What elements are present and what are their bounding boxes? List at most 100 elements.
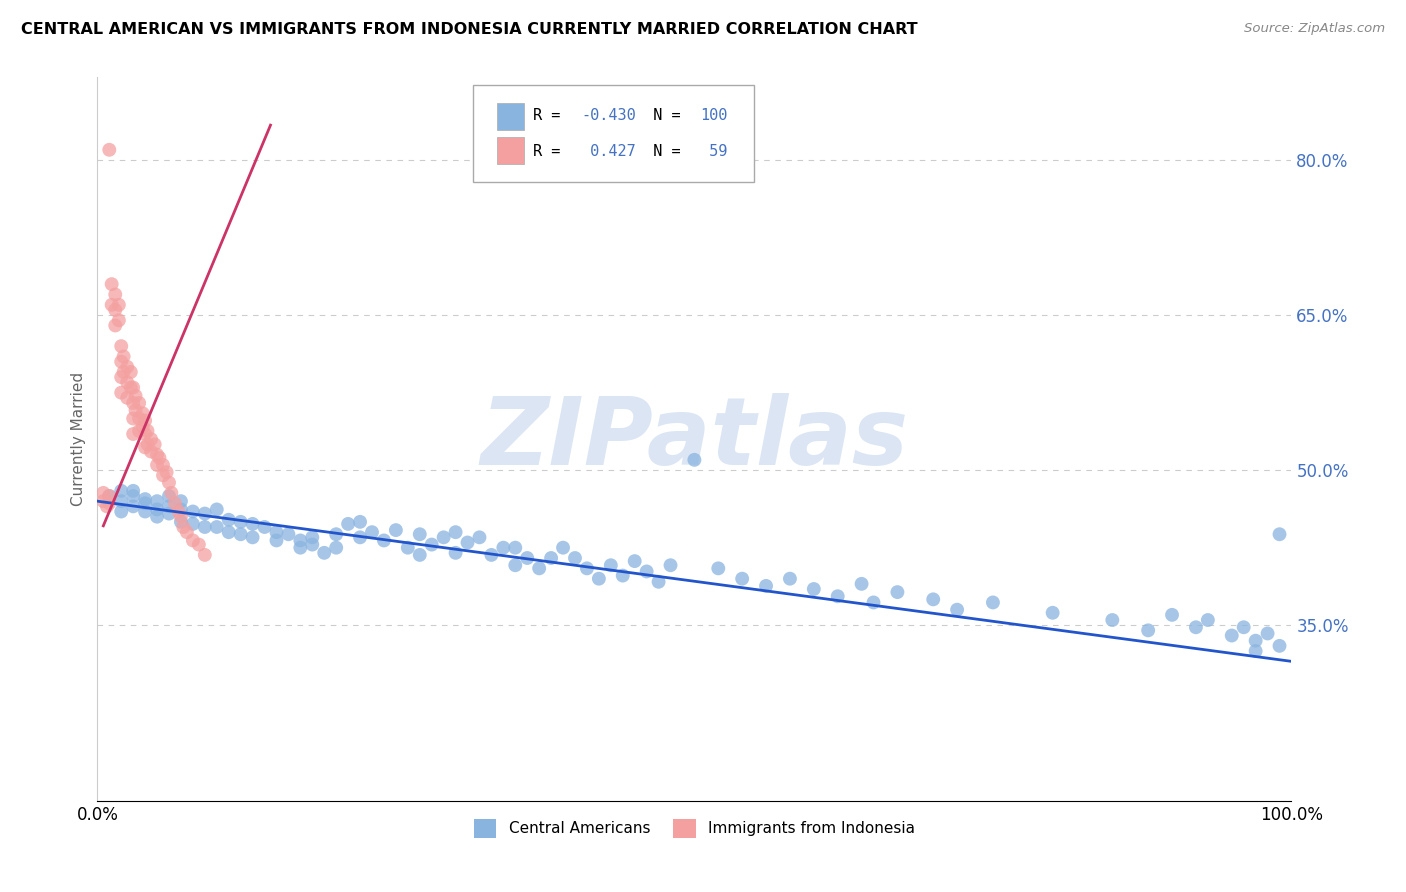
FancyBboxPatch shape xyxy=(498,136,523,164)
Point xyxy=(98,496,121,510)
Point xyxy=(110,494,132,508)
Point xyxy=(229,527,252,541)
Point xyxy=(922,592,945,607)
Point xyxy=(1185,620,1208,634)
Point xyxy=(181,533,204,548)
Point xyxy=(146,502,169,516)
Point xyxy=(349,530,371,544)
Point xyxy=(1101,613,1123,627)
Point xyxy=(110,483,132,498)
Point xyxy=(444,546,467,560)
Point xyxy=(160,486,183,500)
Point xyxy=(152,468,174,483)
Point xyxy=(122,427,145,442)
Point xyxy=(229,515,252,529)
Point xyxy=(527,561,550,575)
Text: Source: ZipAtlas.com: Source: ZipAtlas.com xyxy=(1244,22,1385,36)
Point xyxy=(110,385,132,400)
Point xyxy=(155,465,177,479)
Point xyxy=(862,595,884,609)
Point xyxy=(170,494,193,508)
Point xyxy=(444,525,467,540)
Point xyxy=(755,579,778,593)
Point xyxy=(409,548,432,562)
Point xyxy=(108,298,131,312)
Point xyxy=(564,551,586,566)
Point xyxy=(396,541,419,555)
Point xyxy=(136,437,159,451)
Point xyxy=(128,424,150,438)
Point xyxy=(132,406,155,420)
Point xyxy=(337,516,360,531)
Point xyxy=(503,558,526,573)
Point xyxy=(683,453,706,467)
Point xyxy=(181,516,204,531)
Point xyxy=(266,525,288,540)
Point xyxy=(218,525,240,540)
Legend: Central Americans, Immigrants from Indonesia: Central Americans, Immigrants from Indon… xyxy=(467,813,921,844)
Point xyxy=(827,589,849,603)
Point xyxy=(659,558,682,573)
Point xyxy=(314,546,336,560)
Point xyxy=(110,504,132,518)
FancyBboxPatch shape xyxy=(474,85,754,182)
Point xyxy=(170,515,193,529)
Point xyxy=(122,380,145,394)
Text: N =: N = xyxy=(634,108,689,123)
Point xyxy=(143,437,166,451)
Point xyxy=(115,376,138,390)
Point xyxy=(96,500,118,514)
Point xyxy=(98,489,121,503)
Point xyxy=(1220,628,1243,642)
Point xyxy=(132,419,155,434)
Point xyxy=(731,572,754,586)
Point xyxy=(290,541,312,555)
Text: 0.427: 0.427 xyxy=(581,144,636,159)
Point xyxy=(194,520,217,534)
Point xyxy=(163,496,186,510)
Point xyxy=(266,533,288,548)
Point xyxy=(981,595,1004,609)
Point xyxy=(492,541,515,555)
Point xyxy=(433,530,456,544)
Point xyxy=(218,513,240,527)
Point xyxy=(1042,606,1064,620)
Point xyxy=(128,411,150,425)
Point xyxy=(253,520,276,534)
Point xyxy=(157,489,180,503)
Text: R =: R = xyxy=(533,108,569,123)
Text: -0.430: -0.430 xyxy=(581,108,636,123)
Point xyxy=(540,551,562,566)
Point xyxy=(707,561,730,575)
Point xyxy=(146,458,169,472)
Point xyxy=(124,403,146,417)
Point xyxy=(187,538,209,552)
Point xyxy=(1233,620,1256,634)
Point xyxy=(946,603,969,617)
Point xyxy=(110,339,132,353)
Point xyxy=(152,458,174,472)
Y-axis label: Currently Married: Currently Married xyxy=(72,372,86,507)
Point xyxy=(1268,639,1291,653)
Point xyxy=(115,359,138,374)
Point xyxy=(1244,633,1267,648)
Point xyxy=(205,520,228,534)
Point xyxy=(148,450,170,465)
Point xyxy=(481,548,503,562)
Point xyxy=(290,533,312,548)
Point xyxy=(134,427,156,442)
Point xyxy=(1244,644,1267,658)
Point xyxy=(420,538,443,552)
Point xyxy=(146,448,169,462)
Point xyxy=(457,535,479,549)
Point xyxy=(167,504,190,518)
Point xyxy=(120,380,142,394)
Point xyxy=(134,492,156,507)
Point xyxy=(104,303,127,318)
Point xyxy=(242,516,264,531)
Point xyxy=(110,370,132,384)
Point xyxy=(325,527,347,541)
Point xyxy=(134,441,156,455)
Point xyxy=(612,568,634,582)
Point xyxy=(205,502,228,516)
